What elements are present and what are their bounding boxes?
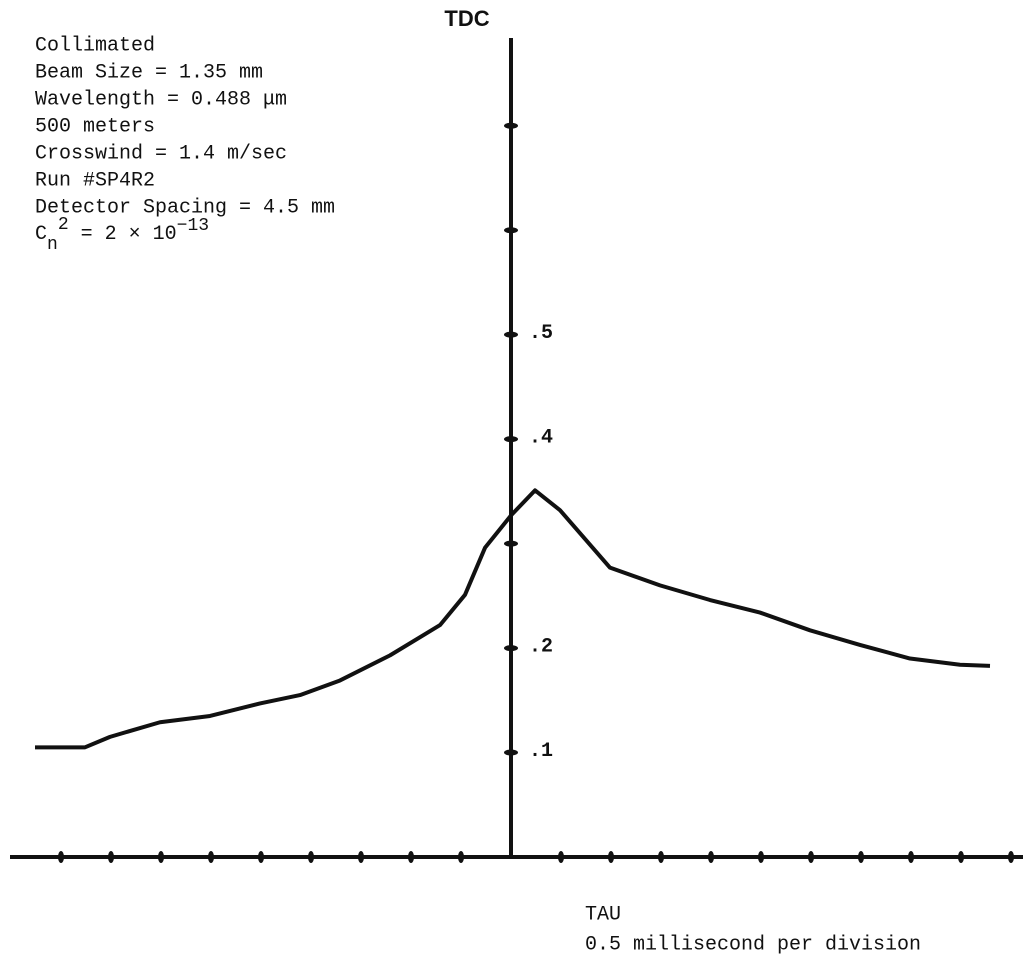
- annotation: Detector Spacing = 4.5 mm: [35, 196, 335, 219]
- annotation: Beam Size = 1.35 mm: [35, 61, 263, 84]
- annotation: Run #SP4R2: [35, 169, 155, 192]
- y-tick: [504, 540, 518, 547]
- cn2-exp: −13: [177, 216, 209, 236]
- x-tick: [1008, 851, 1014, 863]
- x-tick: [308, 851, 314, 863]
- x-tick: [208, 851, 214, 863]
- x-tick: [908, 851, 914, 863]
- x-tick: [958, 851, 964, 863]
- x-tick: [808, 851, 814, 863]
- chart-title: TDC: [444, 6, 489, 31]
- cn2-sub: n: [47, 235, 58, 255]
- x-tick: [558, 851, 564, 863]
- x-tick: [58, 851, 64, 863]
- x-tick: [258, 851, 264, 863]
- y-tick-label: .2: [529, 635, 553, 658]
- y-tick: [504, 122, 518, 129]
- y-tick-label: .5: [529, 322, 553, 345]
- x-tick: [408, 851, 414, 863]
- cn2-base: C: [35, 223, 47, 246]
- annotation: 500 meters: [35, 115, 155, 138]
- y-tick: [504, 645, 518, 652]
- x-tick: [758, 851, 764, 863]
- x-tick: [608, 851, 614, 863]
- x-tick: [108, 851, 114, 863]
- y-tick: [504, 749, 518, 756]
- y-tick-label: .1: [529, 740, 553, 763]
- y-tick-label: .4: [529, 426, 553, 449]
- y-tick: [504, 436, 518, 443]
- y-tick: [504, 331, 518, 338]
- cn2-rest: = 2 × 10: [69, 223, 177, 246]
- x-tick: [158, 851, 164, 863]
- x-tick: [358, 851, 364, 863]
- x-tick: [458, 851, 464, 863]
- annotation: Crosswind = 1.4 m/sec: [35, 142, 287, 165]
- x-tick: [708, 851, 714, 863]
- x-axis-label: 0.5 millisecond per division: [585, 933, 921, 956]
- line: [35, 488, 991, 750]
- annotation: Collimated: [35, 34, 155, 57]
- y-tick: [504, 227, 518, 234]
- annotation: Wavelength = 0.488 μm: [35, 88, 287, 111]
- cn2-sup: 2: [58, 215, 69, 235]
- x-tick: [658, 851, 664, 863]
- x-axis-label: TAU: [585, 903, 621, 926]
- x-tick: [858, 851, 864, 863]
- annotation: Cn2 = 2 × 10−13: [35, 215, 209, 255]
